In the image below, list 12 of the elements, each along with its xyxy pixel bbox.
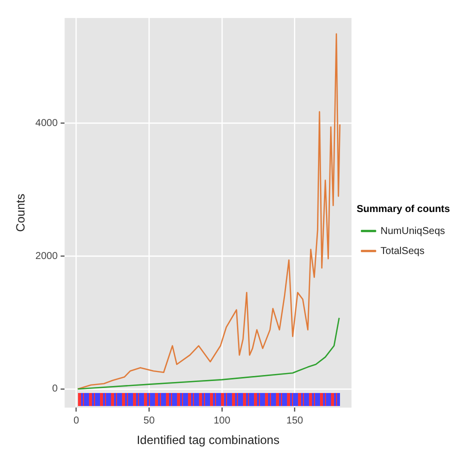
y-tick-label: 4000 xyxy=(35,118,58,129)
legend-title: Summary of counts xyxy=(356,204,450,215)
x-axis-title: Identified tag combinations xyxy=(136,433,280,448)
x-tick-label: 100 xyxy=(214,415,231,426)
legend-label: TotalSeqs xyxy=(380,246,424,257)
x-tick-label: 0 xyxy=(74,415,80,426)
y-tick-label: 0 xyxy=(52,384,58,395)
x-tick-label: 150 xyxy=(286,415,304,426)
legend-label: NumUniqSeqs xyxy=(380,226,446,237)
y-tick-label: 2000 xyxy=(35,250,58,262)
x-tick-label: 50 xyxy=(144,415,156,426)
y-axis-title: Counts xyxy=(14,194,28,232)
